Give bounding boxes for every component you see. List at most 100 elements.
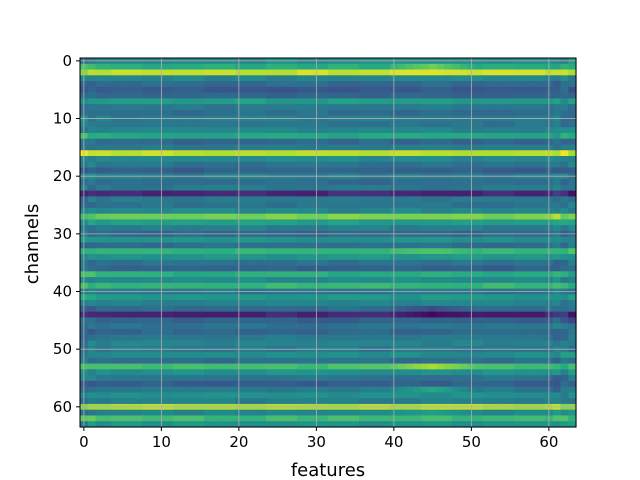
heatmap-cell bbox=[103, 334, 112, 342]
heatmap-cell bbox=[529, 375, 538, 382]
heatmap-cell bbox=[498, 271, 507, 278]
heatmap-cell bbox=[359, 392, 368, 399]
heatmap-cell bbox=[452, 92, 461, 99]
heatmap-cell bbox=[444, 357, 453, 365]
heatmap-cell bbox=[204, 236, 213, 244]
heatmap-cell bbox=[374, 352, 383, 359]
heatmap-cell bbox=[444, 69, 453, 76]
heatmap-cell bbox=[111, 369, 120, 376]
heatmap-cell bbox=[227, 156, 236, 163]
heatmap-cell bbox=[95, 369, 104, 376]
heatmap-cell bbox=[118, 132, 128, 140]
heatmap-cell bbox=[188, 184, 197, 192]
heatmap-cell bbox=[196, 225, 205, 232]
heatmap-cell bbox=[537, 161, 546, 169]
heatmap-cell bbox=[452, 323, 461, 330]
heatmap-cell bbox=[95, 421, 104, 428]
heatmap-cell bbox=[266, 144, 275, 151]
heatmap-cell bbox=[149, 357, 159, 365]
heatmap-cell bbox=[180, 156, 190, 163]
heatmap-cell bbox=[490, 98, 500, 105]
heatmap-cell bbox=[459, 121, 469, 128]
heatmap-cell bbox=[304, 294, 314, 301]
heatmap-cell bbox=[173, 248, 182, 255]
heatmap-cell bbox=[560, 127, 569, 134]
heatmap-cell bbox=[405, 294, 414, 301]
heatmap-cell bbox=[382, 81, 391, 88]
heatmap-cell bbox=[219, 104, 228, 111]
heatmap-cell bbox=[498, 213, 507, 221]
heatmap-cell bbox=[506, 144, 515, 151]
heatmap-cell bbox=[413, 282, 422, 290]
heatmap-cell bbox=[250, 207, 259, 215]
heatmap-cell bbox=[552, 386, 562, 394]
heatmap-cell bbox=[351, 138, 360, 146]
heatmap-cell bbox=[320, 69, 329, 76]
heatmap-cell bbox=[118, 98, 128, 105]
heatmap-cell bbox=[204, 109, 213, 117]
heatmap-cell bbox=[211, 323, 221, 330]
heatmap-cell bbox=[397, 104, 407, 111]
heatmap-cell bbox=[258, 294, 267, 301]
heatmap-cell bbox=[382, 328, 391, 336]
heatmap-cell bbox=[87, 352, 97, 359]
heatmap-cell bbox=[529, 357, 538, 365]
heatmap-cell bbox=[281, 161, 290, 169]
heatmap-cell bbox=[421, 317, 430, 324]
heatmap-cell bbox=[428, 121, 438, 128]
heatmap-cell bbox=[242, 305, 252, 313]
heatmap-cell bbox=[428, 409, 438, 417]
heatmap-cell bbox=[413, 179, 422, 186]
heatmap-cell bbox=[498, 184, 507, 192]
heatmap-cell bbox=[529, 334, 538, 342]
heatmap-cell bbox=[188, 242, 197, 249]
heatmap-cell bbox=[204, 271, 213, 278]
heatmap-cell bbox=[498, 81, 507, 88]
heatmap-cell bbox=[359, 127, 368, 134]
heatmap-cell bbox=[490, 202, 500, 209]
heatmap-cell bbox=[514, 225, 523, 232]
heatmap-cell bbox=[436, 138, 445, 146]
heatmap-cell bbox=[521, 409, 531, 417]
heatmap-cell bbox=[444, 236, 453, 244]
heatmap-cell bbox=[328, 109, 337, 117]
heatmap-cell bbox=[250, 109, 259, 117]
heatmap-cell bbox=[142, 375, 151, 382]
heatmap-cell bbox=[258, 190, 267, 197]
heatmap-cell bbox=[475, 282, 484, 290]
heatmap-cell bbox=[219, 225, 228, 232]
heatmap-cell bbox=[351, 242, 360, 249]
heatmap-cell bbox=[483, 357, 492, 365]
heatmap-cell bbox=[382, 219, 391, 226]
heatmap-cell bbox=[560, 121, 569, 128]
heatmap-cell bbox=[374, 98, 383, 105]
heatmap-cell bbox=[142, 294, 151, 301]
heatmap-cell bbox=[413, 421, 422, 428]
heatmap-cell bbox=[219, 138, 228, 146]
heatmap-cell bbox=[250, 132, 259, 140]
heatmap-cell bbox=[359, 317, 368, 324]
heatmap-cell bbox=[490, 375, 500, 382]
heatmap-cell bbox=[180, 69, 190, 76]
heatmap-cell bbox=[134, 352, 143, 359]
heatmap-cell bbox=[568, 369, 577, 376]
heatmap-cell bbox=[359, 375, 368, 382]
heatmap-cell bbox=[95, 63, 104, 71]
heatmap-cell bbox=[483, 207, 492, 215]
heatmap-cell bbox=[436, 259, 445, 267]
heatmap-cell bbox=[242, 277, 252, 284]
heatmap-cell bbox=[483, 392, 492, 399]
heatmap-cell bbox=[382, 334, 391, 342]
heatmap-cell bbox=[242, 63, 252, 71]
heatmap-cell bbox=[428, 340, 438, 347]
heatmap-cell bbox=[258, 132, 267, 140]
heatmap-cell bbox=[444, 300, 453, 307]
heatmap-cell bbox=[529, 121, 538, 128]
heatmap-cell bbox=[483, 225, 492, 232]
heatmap-cell bbox=[188, 421, 197, 428]
heatmap-cell bbox=[142, 254, 151, 261]
heatmap-cell bbox=[452, 363, 461, 370]
heatmap-cell bbox=[568, 375, 577, 382]
heatmap-cell bbox=[196, 81, 205, 88]
heatmap-cell bbox=[304, 271, 314, 278]
